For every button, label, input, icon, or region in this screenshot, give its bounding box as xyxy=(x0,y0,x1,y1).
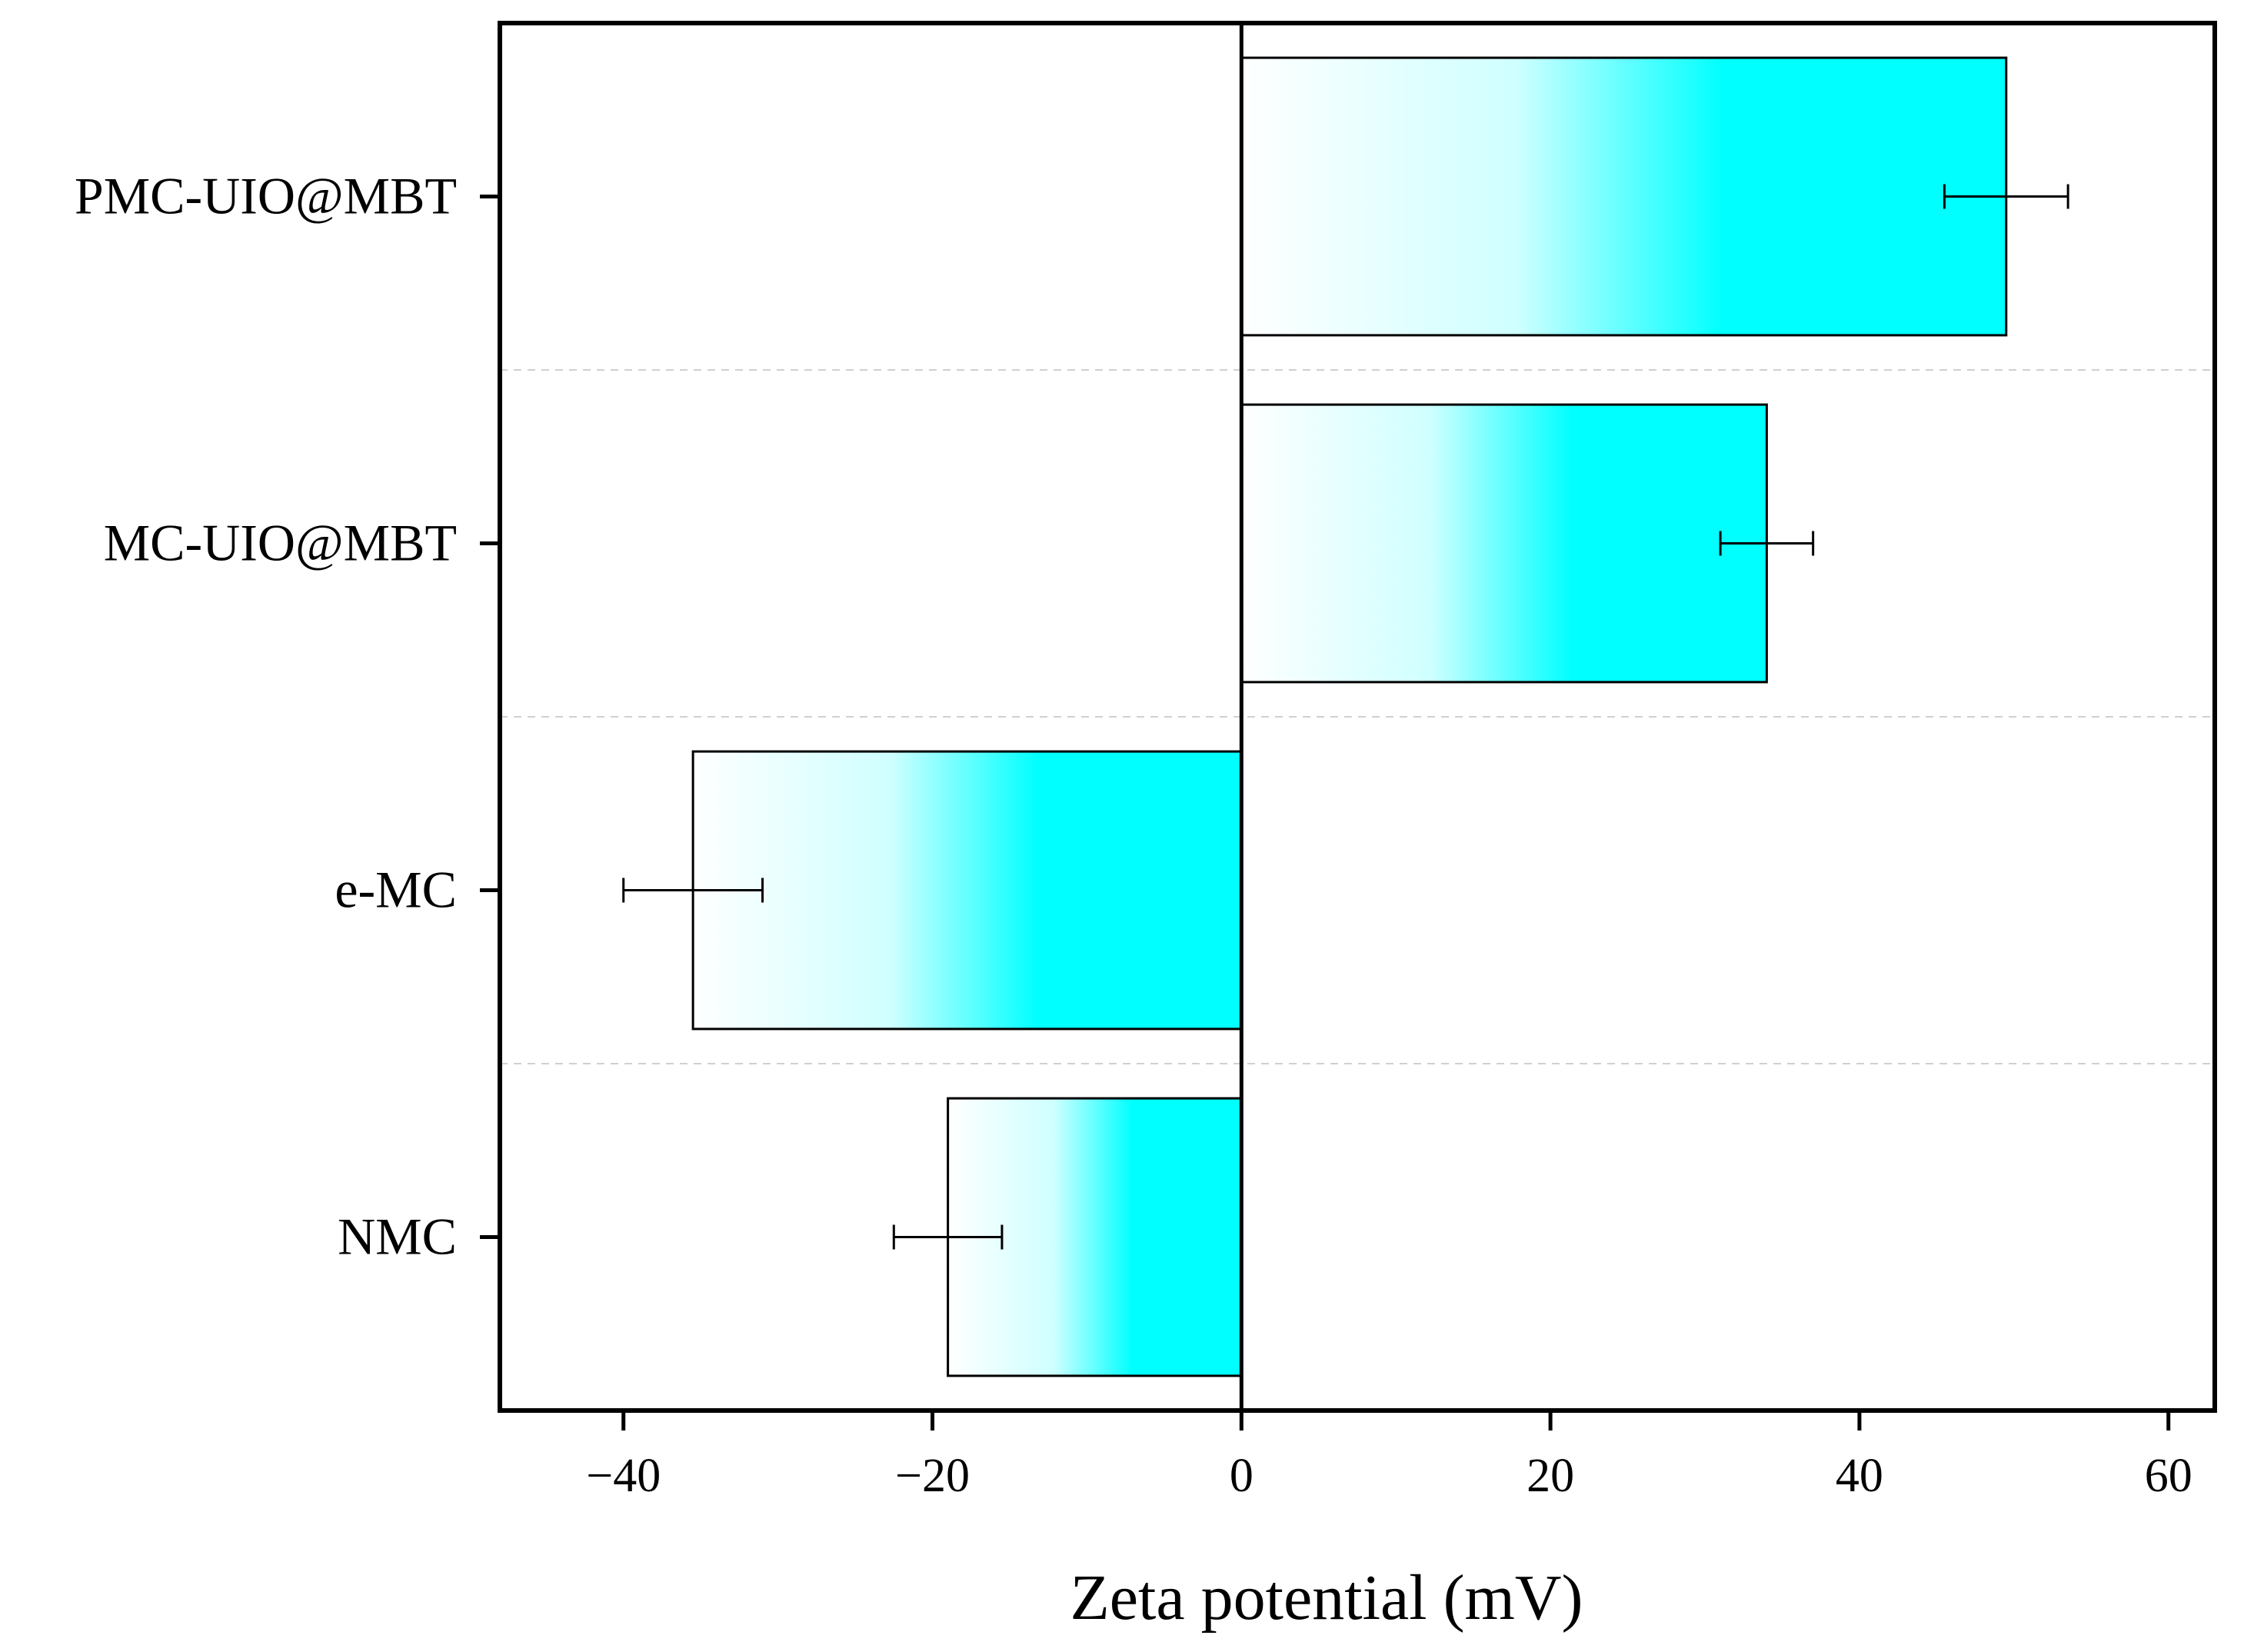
plot-frame xyxy=(498,21,2217,1413)
error-bar xyxy=(892,1224,1004,1250)
y-axis: NMC e-MC MC-UIO@MBT PMC-UIO@MBT xyxy=(75,167,500,1266)
grid-lines xyxy=(500,369,2215,1064)
bars xyxy=(691,56,2008,1377)
y-category-label: MC-UIO@MBT xyxy=(104,514,457,572)
bar-pmc-uio-mbt xyxy=(1240,56,2008,337)
bar-mc-uio-mbt xyxy=(1240,403,1768,684)
error-bar xyxy=(1719,531,1815,556)
y-category-label: NMC xyxy=(338,1207,457,1266)
y-category-label: PMC-UIO@MBT xyxy=(75,167,457,225)
bar-e-mc xyxy=(691,750,1243,1031)
x-tick-label: 0 xyxy=(1230,1450,1254,1502)
x-axis: −40 −20 0 20 40 60 xyxy=(586,1411,2192,1502)
y-category-label: e-MC xyxy=(335,861,457,919)
error-bar xyxy=(622,878,764,903)
x-tick-label: 40 xyxy=(1836,1450,1883,1502)
x-tick-label: 20 xyxy=(1527,1450,1574,1502)
error-bars xyxy=(622,184,2069,1250)
x-tick-label: −20 xyxy=(895,1450,970,1502)
x-axis-title: Zeta potential (mV) xyxy=(1070,1562,1583,1634)
x-tick-label: 60 xyxy=(2145,1450,2192,1502)
x-tick-label: −40 xyxy=(586,1450,661,1502)
error-bar xyxy=(1943,184,2069,209)
